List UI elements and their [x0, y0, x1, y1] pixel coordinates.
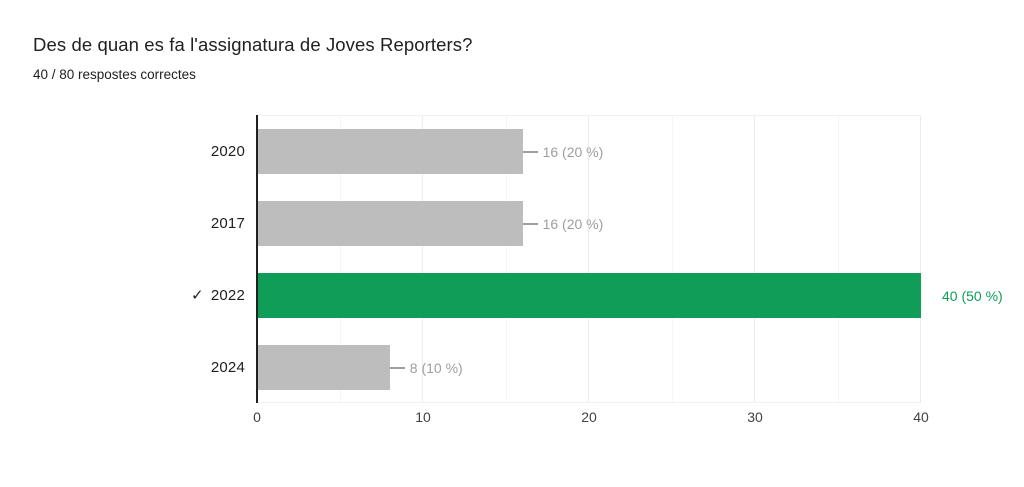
category-label-text: 2022: [210, 286, 245, 304]
chart-row: 40 (50 %): [257, 260, 1003, 332]
bar-answer: [257, 201, 523, 246]
annotation-value-text: 40 (50 %): [942, 288, 1003, 304]
bar-value-annotation: 40 (50 %): [926, 260, 1003, 332]
value-axis-tick-label: 10: [415, 409, 431, 425]
value-axis-tick-label: 20: [581, 409, 597, 425]
value-axis-tick-label: 40: [913, 409, 929, 425]
annotation-value-text: 16 (20 %): [542, 216, 604, 232]
chart-row: 8 (10 %): [257, 332, 921, 404]
gridline-major: [588, 116, 589, 402]
value-axis-baseline: [256, 115, 258, 403]
gridline-minor: [672, 116, 673, 402]
gridline-major: [920, 116, 921, 402]
gridline-minor: [340, 116, 341, 402]
category-label-text: 2020: [210, 142, 245, 160]
correct-answer-checkmark-icon: ✓: [191, 287, 204, 304]
annotation-value-text: 8 (10 %): [409, 360, 463, 376]
chart-row: 16 (20 %): [257, 116, 921, 188]
bar-value-annotation: 16 (20 %): [522, 116, 604, 188]
bar-value-annotation: 16 (20 %): [522, 188, 604, 260]
correct-responses-summary: 40 / 80 respostes correctes: [33, 67, 196, 82]
bar-answer: [257, 129, 523, 174]
question-title: Des de quan es fa l'assignatura de Joves…: [33, 34, 473, 55]
value-axis-tick-label: 0: [253, 409, 261, 425]
annotation-callout-line: [389, 367, 405, 369]
bar-answer: [257, 345, 390, 390]
gridline-minor: [838, 116, 839, 402]
bar-chart-plot-area: 16 (20 %) 16 (20 %) 40 (50 %) 8 (10 %): [256, 115, 1003, 404]
gridline-minor: [506, 116, 507, 402]
bar-correct-answer: [257, 273, 921, 318]
gridline-major: [754, 116, 755, 402]
category-label-text: 2024: [210, 358, 245, 376]
category-label: 2024: [0, 331, 245, 403]
chart-row: 16 (20 %): [257, 188, 921, 260]
category-label-correct: ✓ 2022: [0, 259, 245, 331]
annotation-value-text: 16 (20 %): [542, 144, 604, 160]
bar-value-annotation: 8 (10 %): [389, 332, 463, 404]
category-label: 2017: [0, 187, 245, 259]
category-label: 2020: [0, 115, 245, 187]
category-label-text: 2017: [210, 214, 245, 232]
gridline-major: [422, 116, 423, 402]
value-axis-tick-label: 30: [747, 409, 763, 425]
annotation-callout-line: [522, 151, 538, 153]
annotation-callout-line: [522, 223, 538, 225]
